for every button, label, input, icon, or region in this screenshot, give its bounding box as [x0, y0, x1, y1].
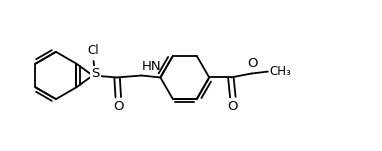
Text: S: S: [91, 67, 100, 80]
Text: O: O: [113, 100, 123, 113]
Text: Cl: Cl: [88, 44, 99, 57]
Text: O: O: [247, 57, 258, 70]
Text: O: O: [228, 100, 238, 113]
Text: CH₃: CH₃: [270, 65, 291, 78]
Text: HN: HN: [142, 60, 162, 73]
